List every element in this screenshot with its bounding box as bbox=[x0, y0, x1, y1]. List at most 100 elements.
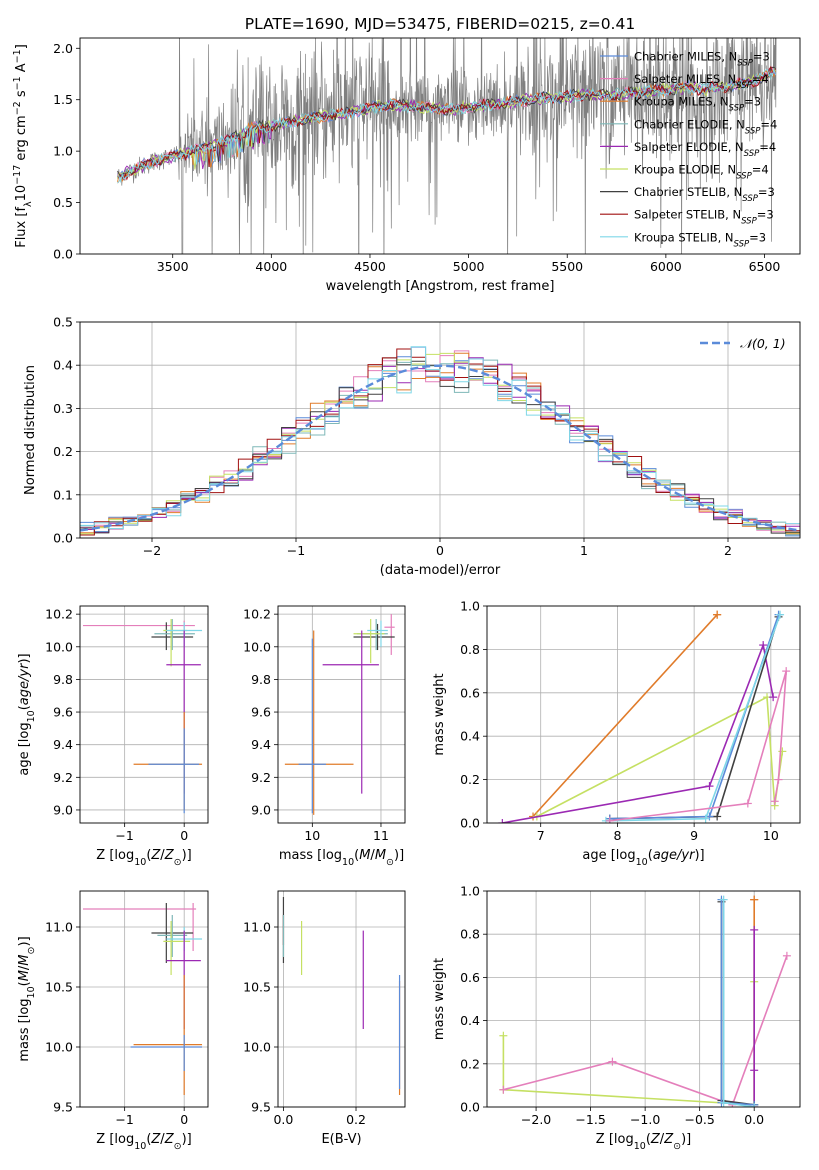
x-axis-label: Z [log10(Z/Z⊙)] bbox=[96, 848, 191, 868]
x-tick-label: 4000 bbox=[255, 259, 287, 274]
y-tick-label: 0.4 bbox=[460, 729, 480, 744]
y-tick-label: 0.3 bbox=[53, 401, 73, 416]
y-tick-label: 1.0 bbox=[53, 144, 73, 159]
label-part: Z bbox=[164, 848, 175, 863]
label-part: )] bbox=[182, 848, 192, 863]
label-part: 10 bbox=[342, 857, 354, 868]
panel-spectrum: 3500 4000 4500 5000 5500 6000 6500 0.0 0.5 1.0 1.5… bbox=[12, 37, 801, 294]
series-salpeter-elodie bbox=[498, 641, 778, 823]
label-part: ( bbox=[354, 848, 359, 863]
label-part: 10 bbox=[636, 857, 648, 868]
x-tick-label: 10 bbox=[304, 828, 320, 843]
label-part: ] bbox=[14, 44, 29, 49]
label-part: )] bbox=[394, 848, 404, 863]
x-tick-label: 0 bbox=[180, 1112, 188, 1127]
plot-area-mass_vs_ebv bbox=[282, 897, 401, 1095]
label-part: M bbox=[359, 848, 370, 863]
legend-label: Salpeter STELIB, N bbox=[634, 208, 741, 222]
label-part: ( bbox=[17, 705, 32, 710]
label-part: −1 bbox=[12, 49, 23, 63]
errorbar-point-chabrier-miles bbox=[130, 1035, 203, 1071]
y-tick-label: 0.2 bbox=[53, 444, 73, 459]
y-tick-label: 9.2 bbox=[53, 770, 73, 785]
legend-tail: =4 bbox=[760, 117, 777, 131]
legend-entry: Kroupa ELODIE, NSSP=4 bbox=[634, 163, 769, 182]
legend-tail: =4 bbox=[752, 163, 769, 177]
x-axis-label: age [log10(age/yr)] bbox=[582, 848, 704, 868]
label-part: M bbox=[375, 848, 386, 863]
label-part: mass weight bbox=[432, 673, 447, 755]
plot-area-age_vs_mass bbox=[284, 614, 395, 815]
label-part: 10 bbox=[134, 1141, 146, 1152]
label-part: λ bbox=[23, 201, 34, 207]
x-tick-label: −2 bbox=[143, 543, 161, 558]
label-part: / bbox=[370, 848, 375, 863]
errorbar-point-kroupa-elodie bbox=[163, 921, 191, 975]
y-tick-label: 0.2 bbox=[460, 1056, 480, 1071]
y-tick-label: 0.8 bbox=[460, 642, 480, 657]
y-tick-label: 1.5 bbox=[53, 92, 73, 107]
axes-frame bbox=[277, 605, 406, 824]
panel-residuals: −2 −1 0 1 2 0.0 0.1 0.2 0.3 0.4 0.5 (data-model)/er… bbox=[23, 315, 801, 578]
x-tick-label: 6500 bbox=[749, 259, 781, 274]
label-part: / bbox=[17, 965, 32, 970]
model-spectrum-salpeter-stelib bbox=[117, 65, 776, 181]
plot-area-spectrum bbox=[117, 38, 777, 254]
label-part: −17 bbox=[12, 165, 23, 185]
y-tick-label: 9.8 bbox=[53, 672, 73, 687]
legend-sub: SSP bbox=[744, 149, 760, 159]
x-axis-label: Z [log10(Z/Z⊙)] bbox=[96, 1132, 191, 1152]
y-tick-label: 10.0 bbox=[45, 639, 73, 654]
legend-sub: SSP bbox=[729, 104, 745, 114]
y-tick-label: 9.2 bbox=[251, 770, 271, 785]
label-part: ⊙ bbox=[673, 1141, 681, 1152]
y-tick-label: 9.0 bbox=[251, 802, 271, 817]
label-part: Flux [f bbox=[14, 207, 29, 248]
legend-tail: =3 bbox=[749, 230, 766, 244]
y-axis-label: age [log10(age/yr)] bbox=[17, 653, 37, 775]
legend-tail: =3 bbox=[744, 95, 761, 109]
y-tick-label: 9.4 bbox=[53, 737, 73, 752]
label-part: age/yr bbox=[17, 662, 32, 705]
label-part: Z bbox=[663, 1132, 674, 1147]
label-part: age [log bbox=[17, 722, 32, 775]
label-part: −1 bbox=[12, 76, 23, 90]
x-axis-label: mass [log10(M/M⊙)] bbox=[279, 848, 404, 868]
errorbar-point-kroupa-stelib bbox=[367, 620, 388, 647]
legend-sub: SSP bbox=[742, 194, 758, 204]
legend-entry: Chabrier STELIB, NSSP=3 bbox=[634, 185, 775, 204]
errorbar-point-chabrier-miles bbox=[298, 638, 327, 814]
y-tick-label: 9.4 bbox=[251, 737, 271, 752]
y-tick-label: 0.5 bbox=[53, 315, 73, 330]
legend-label: Salpeter ELODIE, N bbox=[634, 140, 744, 154]
y-tick-label: 2.0 bbox=[53, 41, 73, 56]
y-tick-label: 0.0 bbox=[460, 816, 480, 831]
errorbar-point-chabrier-stelib bbox=[353, 623, 395, 651]
label-part: (data-model)/error bbox=[380, 563, 501, 578]
label-part: / bbox=[160, 1132, 165, 1147]
legend-tail: =3 bbox=[758, 185, 775, 199]
observed-spectrum-line bbox=[117, 38, 777, 254]
label-part: mass [log bbox=[17, 998, 32, 1061]
errorbar-point-chabrier-miles bbox=[148, 728, 200, 814]
series-kroupa-stelib bbox=[719, 895, 759, 1107]
y-tick-label: 0.5 bbox=[53, 195, 73, 210]
y-tick-label: 0.0 bbox=[460, 1100, 480, 1115]
panel-mass_vs_Z: −1 09.510.010.511.0Z [log10(Z/Z⊙)]mass [l… bbox=[17, 890, 209, 1152]
x-tick-label: 2 bbox=[724, 543, 732, 558]
series-salpeter-miles bbox=[605, 667, 791, 823]
y-axis-label: mass weight bbox=[432, 958, 447, 1040]
plot-area-mass_weight_vs_age bbox=[498, 610, 791, 823]
y-tick-label: 10.0 bbox=[45, 1040, 73, 1055]
legend-label: Chabrier ELODIE, N bbox=[634, 117, 745, 131]
panel-mass_weight_vs_Z: −2.0 −1.5 −1.0 −0.5 0.0 0.0 0.2 0.4 0.6 0.8 1.0 Z [… bbox=[432, 884, 801, 1152]
axes-frame bbox=[79, 890, 209, 1108]
x-tick-label: 7 bbox=[537, 828, 545, 843]
legend-sub: SSP bbox=[737, 59, 753, 69]
x-tick-label: −1 bbox=[287, 543, 305, 558]
label-part: )] bbox=[694, 848, 704, 863]
x-tick-label: 1 bbox=[580, 543, 588, 558]
label-part: Z bbox=[150, 848, 161, 863]
y-tick-label: 10.0 bbox=[243, 1040, 271, 1055]
